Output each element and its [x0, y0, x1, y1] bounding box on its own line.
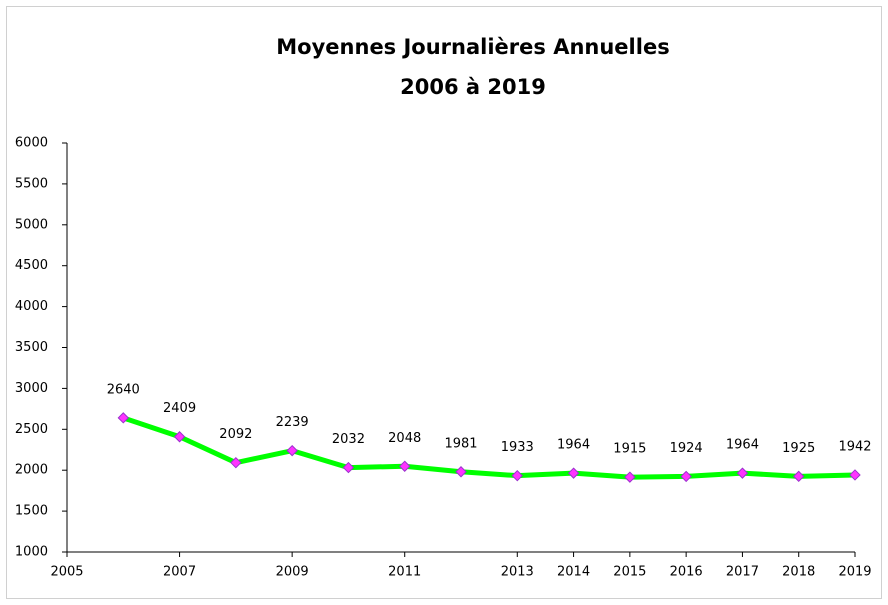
data-label: 1942 [838, 439, 871, 454]
y-tick-label: 5000 [15, 217, 48, 232]
marker [117, 412, 129, 424]
data-label: 1924 [670, 441, 703, 456]
marker [511, 469, 523, 482]
chart-border [6, 6, 882, 599]
x-tick-label: 2015 [613, 565, 646, 580]
line [122, 415, 856, 480]
data-label: 1981 [444, 436, 477, 451]
y-tick-label: 4000 [15, 299, 48, 314]
y-tick-label: 4500 [15, 258, 48, 273]
y-tick-label: 2500 [15, 422, 48, 437]
data-label: 2409 [163, 401, 196, 416]
x-tick-label: 2016 [670, 565, 703, 580]
y-tick-label: 5500 [15, 176, 48, 191]
marker [793, 470, 805, 483]
y-tick-label: 6000 [15, 136, 48, 151]
x-tick-label: 2009 [276, 565, 309, 580]
data-label: 1964 [557, 438, 590, 453]
x-tick-label: 2007 [163, 565, 196, 580]
marker [342, 461, 355, 474]
marker [567, 467, 580, 479]
y-tick-label: 1000 [15, 545, 48, 560]
marker [680, 470, 692, 483]
marker [286, 444, 298, 457]
chart-title: Moyennes Journalières Annuelles [276, 35, 669, 59]
data-label: 1964 [726, 438, 759, 453]
x-tick-label: 2019 [838, 565, 871, 580]
data-label: 2048 [388, 431, 421, 446]
x-tick-label: 2017 [726, 565, 759, 580]
data-label: 2092 [219, 427, 252, 442]
marker [230, 456, 242, 469]
x-tick-label: 2014 [557, 565, 590, 580]
x-tick-label: 2011 [388, 565, 421, 580]
data-label: 1933 [501, 440, 534, 455]
marker [399, 460, 411, 472]
marker [624, 471, 636, 483]
data-label: 2239 [276, 415, 309, 430]
x-tick-label: 2018 [782, 565, 815, 580]
data-label: 1925 [782, 441, 815, 456]
y-tick-label: 1500 [15, 504, 48, 519]
data-label: 2640 [107, 382, 140, 397]
y-tick-label: 3500 [15, 340, 48, 355]
y-tick-label: 2000 [15, 463, 48, 478]
data-label: 1915 [613, 442, 646, 457]
marker [455, 466, 467, 478]
chart-subtitle: 2006 à 2019 [400, 75, 546, 99]
x-tick-label: 2005 [50, 565, 83, 580]
x-tick-label: 2013 [501, 565, 534, 580]
data-label: 2032 [332, 432, 365, 447]
marker [849, 469, 861, 481]
marker [173, 431, 186, 443]
y-tick-label: 3000 [15, 381, 48, 396]
marker [736, 467, 749, 479]
